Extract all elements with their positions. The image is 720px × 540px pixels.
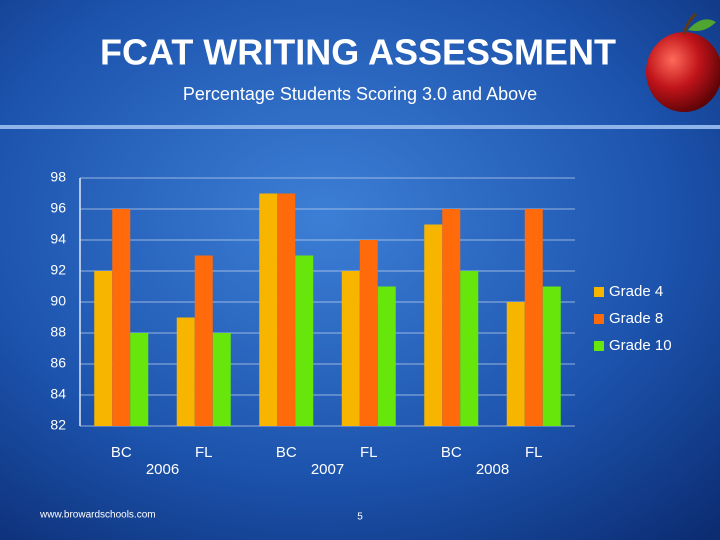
chart-title: FCAT WRITING ASSESSMENT [100, 32, 616, 73]
footer-source: www.browardschools.com [39, 510, 156, 521]
group-label: 2008 [476, 461, 509, 478]
y-tick-label: 96 [50, 200, 66, 216]
apple-leaf [688, 19, 716, 31]
title-rule [0, 125, 720, 129]
bar [460, 271, 479, 426]
y-tick-label: 86 [50, 355, 66, 371]
bar [259, 193, 278, 426]
bar [424, 224, 443, 426]
x-tick-label: BC [276, 444, 297, 461]
y-tick-label: 98 [50, 169, 66, 185]
legend-label: Grade 8 [609, 310, 663, 327]
legend-label: Grade 4 [609, 283, 663, 300]
y-tick-label: 92 [50, 262, 66, 278]
bar [542, 286, 561, 426]
bar [506, 302, 525, 426]
x-tick-label: BC [111, 444, 132, 461]
apple-stem [682, 12, 697, 35]
bar [442, 209, 461, 426]
bar [277, 193, 296, 426]
group-label: 2006 [146, 461, 179, 478]
bar [112, 209, 131, 426]
bar [295, 255, 314, 426]
x-tick-label: FL [195, 444, 213, 461]
x-tick-label: FL [525, 444, 543, 461]
bar [341, 271, 360, 426]
y-tick-label: 94 [50, 231, 66, 247]
bar [176, 317, 195, 426]
bar [194, 255, 213, 426]
bar [212, 333, 231, 426]
legend-swatch [594, 341, 604, 351]
bar [359, 240, 378, 426]
bar [377, 286, 396, 426]
page-number: 5 [357, 512, 363, 523]
bar [524, 209, 543, 426]
legend-label: Grade 10 [609, 337, 672, 354]
legend-swatch [594, 314, 604, 324]
y-tick-label: 90 [50, 293, 66, 309]
x-tick-label: FL [360, 444, 378, 461]
x-tick-label: BC [441, 444, 462, 461]
y-tick-label: 88 [50, 324, 66, 340]
apple-icon [646, 32, 720, 112]
chart-subtitle: Percentage Students Scoring 3.0 and Abov… [183, 84, 537, 104]
bar [94, 271, 113, 426]
bar [130, 333, 149, 426]
y-tick-label: 84 [50, 386, 66, 402]
legend-swatch [594, 287, 604, 297]
group-label: 2007 [311, 461, 344, 478]
y-tick-label: 82 [50, 417, 66, 433]
